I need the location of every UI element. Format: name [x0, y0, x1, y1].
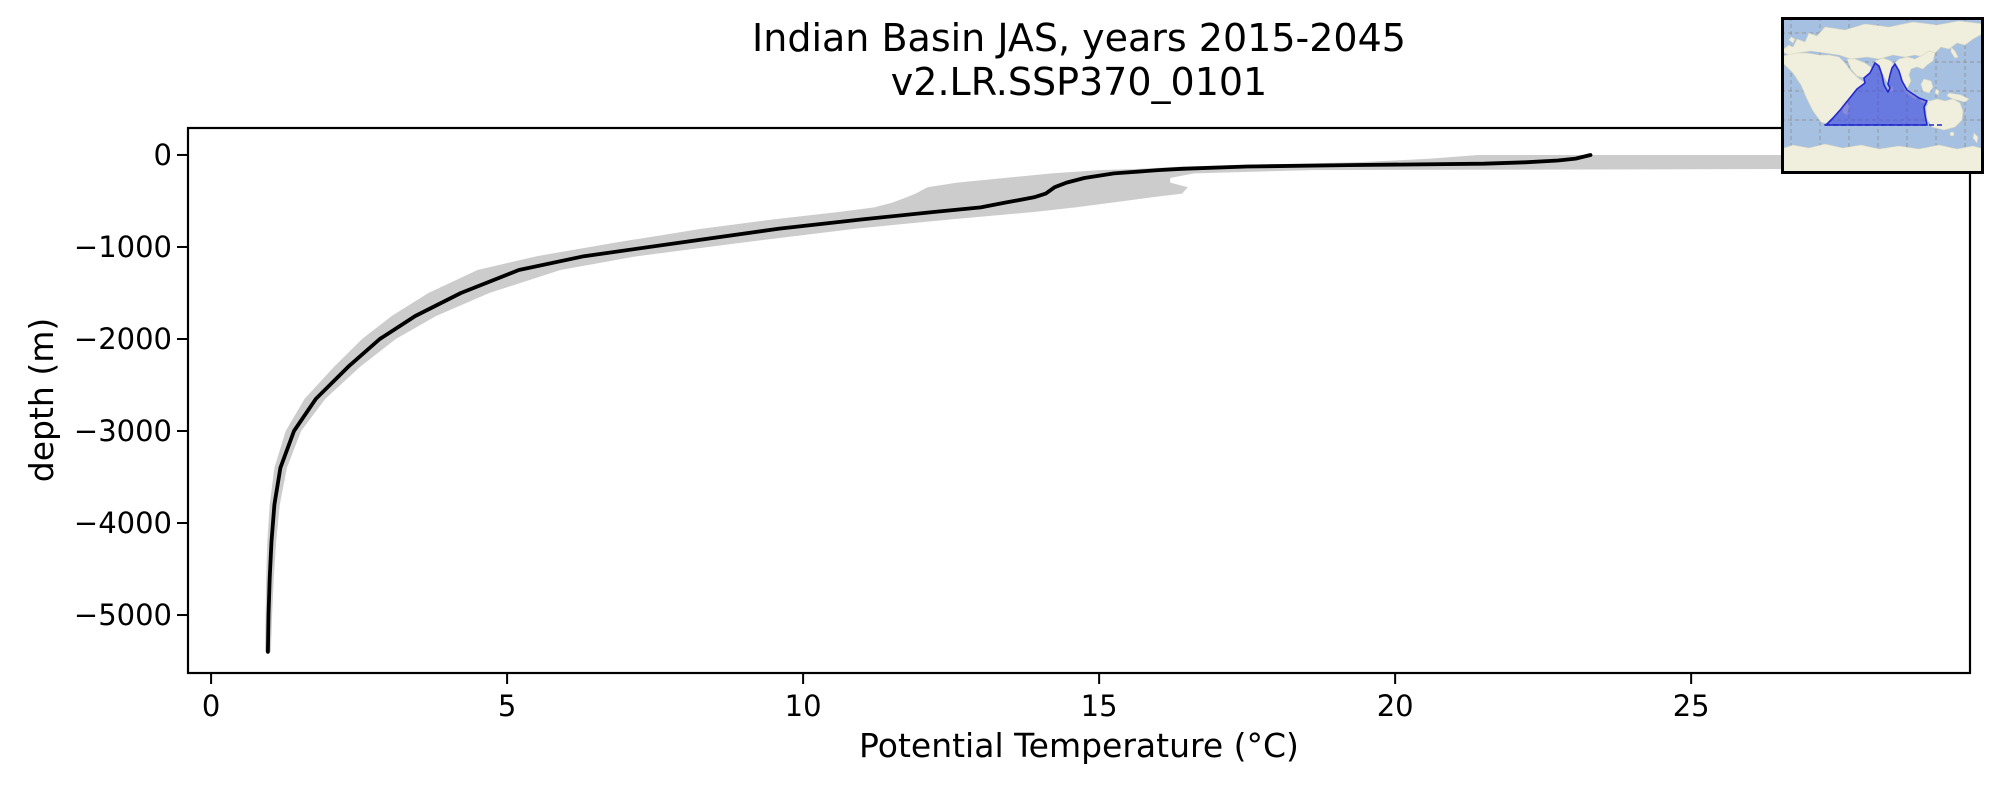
world-map-art	[1781, 17, 1984, 174]
map-highlight-region	[1824, 62, 1928, 126]
plot-subtitle: v2.LR.SSP370_0101	[890, 60, 1268, 104]
y-tick-label: −1000	[73, 229, 172, 264]
y-tick-label: −4000	[73, 506, 172, 541]
map-landmasses	[1781, 20, 1984, 174]
map-border	[1781, 17, 1984, 174]
mean-profile-line	[266, 153, 1593, 654]
inset-region-map	[1781, 17, 1984, 174]
x-tick-label: 20	[1376, 689, 1414, 723]
x-tick-label: 10	[784, 689, 822, 723]
y-tick-label: −2000	[73, 321, 172, 356]
y-tick-label: 0	[153, 137, 172, 172]
axes-spines	[186, 126, 1972, 675]
x-tick-label: 0	[201, 689, 221, 723]
y-tick-label: −5000	[73, 598, 172, 633]
plot-title: Indian Basin JAS, years 2015-2045	[752, 16, 1406, 60]
x-tick-label: 5	[497, 689, 517, 723]
x-tick-label: 25	[1672, 689, 1710, 723]
y-tick-label: −3000	[73, 414, 172, 448]
x-tick-label: 15	[1080, 689, 1118, 723]
x-axis-label: Potential Temperature (°C)	[859, 726, 1299, 765]
uncertainty-band	[265, 155, 1905, 652]
